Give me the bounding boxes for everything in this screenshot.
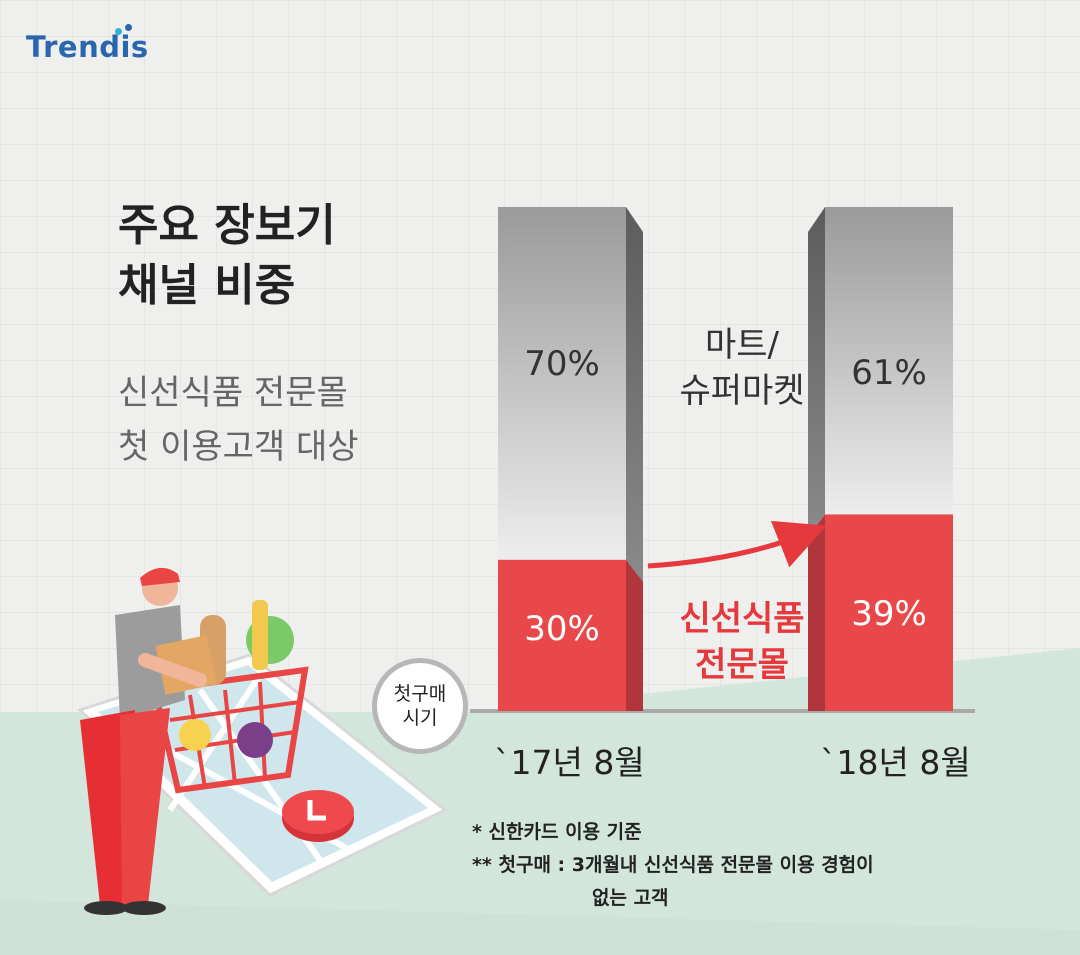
logo-dot-icon (115, 28, 122, 35)
logo-dot-icon (125, 24, 132, 31)
series-label-fresh-line1: 신선식품 (679, 599, 805, 639)
footnote-2-continued: 없는 고객 (592, 887, 669, 909)
bar-mart-0 (498, 207, 626, 560)
x-tick-label-2018: `18년 8월 (820, 743, 971, 782)
bar-fresh-0 (498, 559, 626, 711)
subtitle-line-2: 첫 이용고객 대상 (118, 427, 359, 467)
badge-line-1: 첫구매 (393, 683, 447, 705)
trendis-logo: Trendis (26, 24, 149, 64)
series-label-mart-line2: 슈퍼마켓 (679, 371, 805, 411)
title-line-1: 주요 장보기 (118, 200, 336, 251)
bar-fresh-1 (825, 514, 953, 711)
growth-arrow (647, 520, 827, 569)
bar-side-grey-1 (808, 207, 825, 537)
data-label-fresh-0: 30% (524, 609, 600, 649)
bar-side-red-0 (626, 559, 643, 711)
badge-line-2: 시기 (402, 707, 438, 729)
data-label-mart-1: 61% (851, 353, 927, 393)
series-label-fresh: 신선식품 전문몰 (652, 596, 832, 688)
page-title: 주요 장보기 채널 비중 (118, 196, 336, 316)
bar-mart-1 (825, 207, 953, 515)
series-label-mart-line1: 마트/ (704, 325, 779, 365)
title-line-2: 채널 비중 (118, 260, 296, 311)
bar-side-grey-0 (626, 207, 643, 582)
subtitle-line-1: 신선식품 전문몰 (118, 373, 348, 413)
shopper-person-icon (80, 567, 217, 915)
shopper-illustration (77, 567, 448, 915)
footnotes: * 신한카드 이용 기준 ** 첫구매 : 3개월내 신선식품 전문몰 이용 경… (472, 816, 874, 915)
first-purchase-badge: 첫구매 시기 (372, 658, 468, 754)
series-label-mart: 마트/ 슈퍼마켓 (652, 322, 832, 414)
data-label-mart-0: 70% (524, 344, 600, 384)
footnote-2: ** 첫구매 : 3개월내 신선식품 전문몰 이용 경험이 (472, 854, 874, 876)
footnote-1: * 신한카드 이용 기준 (472, 821, 642, 843)
grocery-basket-icon (151, 600, 309, 794)
data-label-fresh-1: 39% (851, 594, 927, 634)
series-label-fresh-line2: 전문몰 (695, 645, 789, 685)
logo-text: Trendis (26, 30, 149, 64)
subtitle: 신선식품 전문몰 첫 이용고객 대상 (118, 366, 359, 474)
x-tick-label-2017: `17년 8월 (494, 743, 645, 782)
